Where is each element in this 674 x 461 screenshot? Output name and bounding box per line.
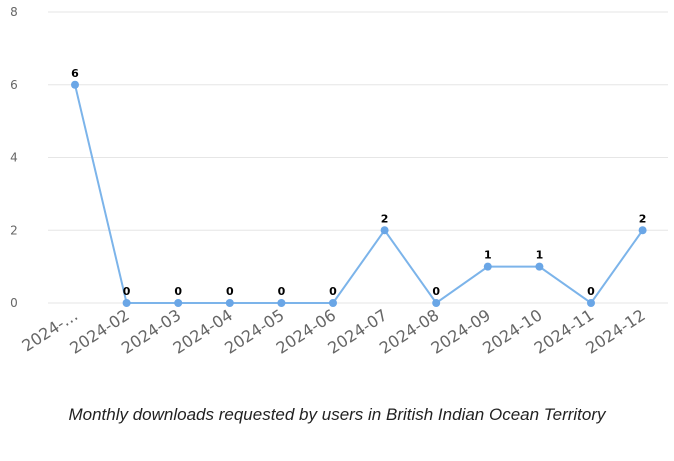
data-point[interactable]	[535, 263, 543, 271]
data-label: 6	[71, 67, 79, 80]
y-tick-label: 4	[10, 151, 18, 165]
data-label: 1	[536, 249, 544, 262]
data-label: 0	[587, 285, 595, 298]
y-tick-label: 2	[10, 223, 18, 237]
data-point[interactable]	[71, 81, 79, 89]
data-label: 1	[484, 249, 492, 262]
data-point[interactable]	[381, 226, 389, 234]
data-label: 0	[174, 285, 182, 298]
data-point[interactable]	[587, 299, 595, 307]
data-label: 0	[278, 285, 286, 298]
chart-caption: Monthly downloads requested by users in …	[20, 403, 654, 427]
data-label: 2	[381, 212, 389, 225]
data-point[interactable]	[123, 299, 131, 307]
data-label: 0	[432, 285, 440, 298]
data-series	[71, 81, 647, 307]
x-axis: 2024-…2024-022024-032024-042024-052024-0…	[18, 305, 648, 357]
series-line	[75, 85, 643, 303]
data-point[interactable]	[432, 299, 440, 307]
line-chart: 0 2 4 6 8 2024-…2024-022024-032024-042024-05…	[0, 0, 674, 385]
data-labels: 6 0 0 0 0 0 2 0 1 1 0 2	[71, 67, 646, 298]
data-label: 2	[639, 212, 647, 225]
data-point[interactable]	[639, 226, 647, 234]
data-point[interactable]	[277, 299, 285, 307]
x-tick-label: 2024-12	[582, 305, 648, 357]
data-point[interactable]	[484, 263, 492, 271]
y-tick-label: 0	[10, 296, 18, 310]
y-tick-label: 6	[10, 78, 18, 92]
data-point[interactable]	[329, 299, 337, 307]
gridlines	[48, 12, 668, 303]
data-label: 0	[226, 285, 234, 298]
y-axis: 0 2 4 6 8	[10, 5, 18, 310]
data-point[interactable]	[226, 299, 234, 307]
data-point[interactable]	[174, 299, 182, 307]
y-tick-label: 8	[10, 5, 18, 19]
data-label: 0	[329, 285, 337, 298]
data-label: 0	[123, 285, 131, 298]
